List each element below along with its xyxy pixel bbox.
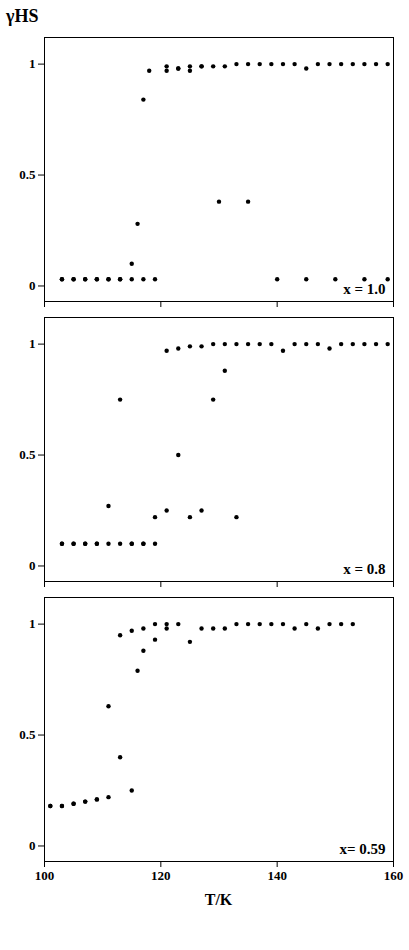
svg-text:x = 1.0: x = 1.0 — [343, 281, 385, 297]
svg-text:160: 160 — [384, 868, 404, 883]
svg-text:0: 0 — [29, 278, 36, 293]
svg-text:0.5: 0.5 — [19, 167, 36, 182]
svg-text:120: 120 — [151, 868, 171, 883]
svg-text:140: 140 — [267, 868, 287, 883]
svg-text:0.5: 0.5 — [19, 447, 36, 462]
svg-text:100: 100 — [35, 868, 55, 883]
svg-text:0: 0 — [29, 838, 36, 853]
svg-text:1: 1 — [29, 56, 36, 71]
svg-text:0.5: 0.5 — [19, 727, 36, 742]
html-text:T/K: T/K — [204, 891, 233, 908]
svg-text:1: 1 — [29, 616, 36, 631]
svg-text:x = 0.8: x = 0.8 — [343, 561, 385, 577]
html-text:γHS: γHS — [6, 6, 39, 26]
svg-text:0: 0 — [29, 558, 36, 573]
svg-text:x= 0.59: x= 0.59 — [339, 841, 385, 857]
svg-text:1: 1 — [29, 336, 36, 351]
